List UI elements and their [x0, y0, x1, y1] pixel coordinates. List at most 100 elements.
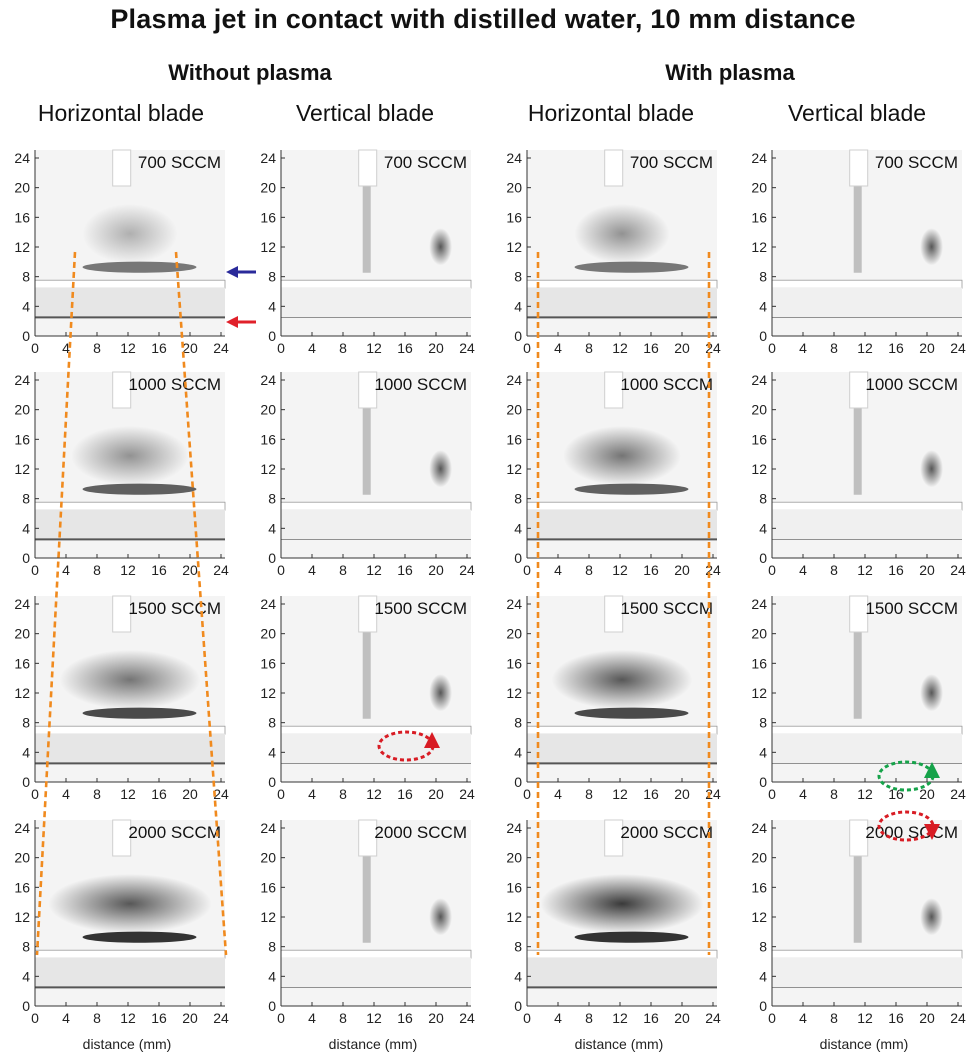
flow-rate-label: 700 SCCM	[138, 153, 221, 172]
flow-shading	[920, 674, 943, 712]
y-tick-label: 16	[751, 655, 767, 671]
y-tick-label: 4	[268, 520, 276, 536]
x-tick-label: 8	[339, 562, 347, 578]
y-tick-label: 0	[268, 550, 276, 566]
y-tick-label: 16	[506, 431, 522, 447]
nozzle	[358, 149, 378, 187]
x-tick-label: 20	[919, 340, 935, 356]
y-tick-label: 12	[506, 685, 522, 701]
flow-rate-label: 1000 SCCM	[620, 375, 713, 394]
flow-shading	[429, 228, 452, 266]
y-tick-label: 12	[14, 239, 30, 255]
liquid-region	[35, 287, 225, 318]
x-tick-label: 16	[151, 562, 167, 578]
y-tick-label: 12	[14, 909, 30, 925]
nozzle	[849, 371, 869, 409]
x-tick-label: 16	[397, 340, 413, 356]
y-tick-label: 0	[22, 550, 30, 566]
flow-band	[82, 707, 197, 719]
x-tick-label: 4	[554, 786, 562, 802]
x-tick-label: 24	[459, 1010, 475, 1026]
schlieren-panel: 0 4 8 12 16 20 24 0 4 8 12 16 20 24 2000 SCCM	[5, 814, 233, 1032]
panel-plot: 0 4 8 12 16 20 24 0 4 8 12 16 20 24 1000 SCCM	[751, 371, 966, 578]
flow-rate-label: 700 SCCM	[630, 153, 713, 172]
x-tick-label: 16	[888, 562, 904, 578]
x-tick-label: 0	[768, 562, 776, 578]
y-tick-label: 8	[759, 491, 767, 507]
flow-band	[82, 261, 197, 273]
flow-rate-label: 1000 SCCM	[374, 375, 467, 394]
liquid-region	[281, 733, 471, 764]
y-tick-label: 8	[268, 939, 276, 955]
group-label-without-plasma: Without plasma	[168, 60, 332, 85]
y-tick-label: 20	[260, 850, 276, 866]
x-tick-label: 20	[919, 562, 935, 578]
x-tick-label: 0	[768, 340, 776, 356]
x-tick-label: 4	[799, 1010, 807, 1026]
jet-column	[853, 629, 862, 719]
y-tick-label: 24	[260, 150, 276, 166]
schlieren-panel: 0 4 8 12 16 20 24 0 4 8 12 16 20 24 1500 SCCM	[5, 590, 233, 808]
flow-shading	[59, 649, 201, 710]
x-tick-label: 8	[93, 786, 101, 802]
x-tick-label: 24	[950, 562, 966, 578]
x-tick-label: 24	[213, 562, 229, 578]
y-tick-label: 16	[506, 879, 522, 895]
y-tick-label: 20	[506, 626, 522, 642]
y-tick-label: 4	[514, 520, 522, 536]
x-tick-label: 24	[459, 340, 475, 356]
panel-plot: 0 4 8 12 16 20 24 0 4 8 12 16 20 24 700 SCCM	[751, 149, 966, 356]
y-tick-label: 0	[268, 998, 276, 1014]
panel-plot: 0 4 8 12 16 20 24 0 4 8 12 16 20 24 700 SCCM	[14, 149, 229, 356]
x-tick-label: 0	[277, 786, 285, 802]
schlieren-panel: 0 4 8 12 16 20 24 0 4 8 12 16 20 24 1000 SCCM	[497, 366, 725, 584]
x-tick-label: 0	[523, 340, 531, 356]
y-tick-label: 24	[260, 596, 276, 612]
x-tick-label: 24	[705, 340, 721, 356]
x-tick-label: 20	[919, 1010, 935, 1026]
x-tick-label: 8	[830, 1010, 838, 1026]
water-surface	[771, 725, 963, 735]
x-tick-label: 4	[799, 340, 807, 356]
flow-shading	[920, 898, 943, 936]
jet-column	[362, 405, 371, 495]
x-tick-label: 24	[705, 562, 721, 578]
liquid-region	[281, 509, 471, 540]
y-tick-label: 4	[268, 298, 276, 314]
flow-rate-label: 2000 SCCM	[865, 823, 958, 842]
flow-shading	[429, 898, 452, 936]
y-tick-label: 0	[514, 328, 522, 344]
nozzle	[112, 371, 132, 409]
y-tick-label: 16	[260, 655, 276, 671]
x-tick-label: 20	[182, 786, 198, 802]
panel-plot: 0 4 8 12 16 20 24 0 4 8 12 16 20 24 1500 SCCM	[751, 595, 966, 802]
y-tick-label: 20	[14, 850, 30, 866]
y-tick-label: 0	[22, 774, 30, 790]
flow-shading	[574, 203, 670, 264]
y-tick-label: 8	[22, 491, 30, 507]
x-tick-label: 4	[799, 562, 807, 578]
y-tick-label: 0	[759, 998, 767, 1014]
y-tick-label: 20	[506, 402, 522, 418]
x-tick-label: 24	[213, 786, 229, 802]
y-tick-label: 8	[22, 269, 30, 285]
x-tick-label: 8	[830, 562, 838, 578]
x-tick-label: 0	[277, 340, 285, 356]
y-tick-label: 24	[14, 150, 30, 166]
y-tick-label: 12	[14, 461, 30, 477]
y-tick-label: 20	[506, 180, 522, 196]
y-tick-label: 4	[22, 298, 30, 314]
x-tick-label: 12	[366, 340, 382, 356]
y-tick-label: 24	[14, 372, 30, 388]
y-tick-label: 4	[514, 298, 522, 314]
x-tick-label: 8	[339, 786, 347, 802]
y-tick-label: 20	[751, 626, 767, 642]
flow-rate-label: 2000 SCCM	[374, 823, 467, 842]
x-axis-label-3: distance (mm)	[574, 1036, 664, 1052]
x-tick-label: 8	[339, 1010, 347, 1026]
panel-plot: 0 4 8 12 16 20 24 0 4 8 12 16 20 24 2000 SCCM	[14, 819, 229, 1026]
y-tick-label: 16	[751, 431, 767, 447]
flow-shading	[540, 873, 704, 934]
x-tick-label: 4	[62, 340, 70, 356]
nozzle	[358, 819, 378, 857]
